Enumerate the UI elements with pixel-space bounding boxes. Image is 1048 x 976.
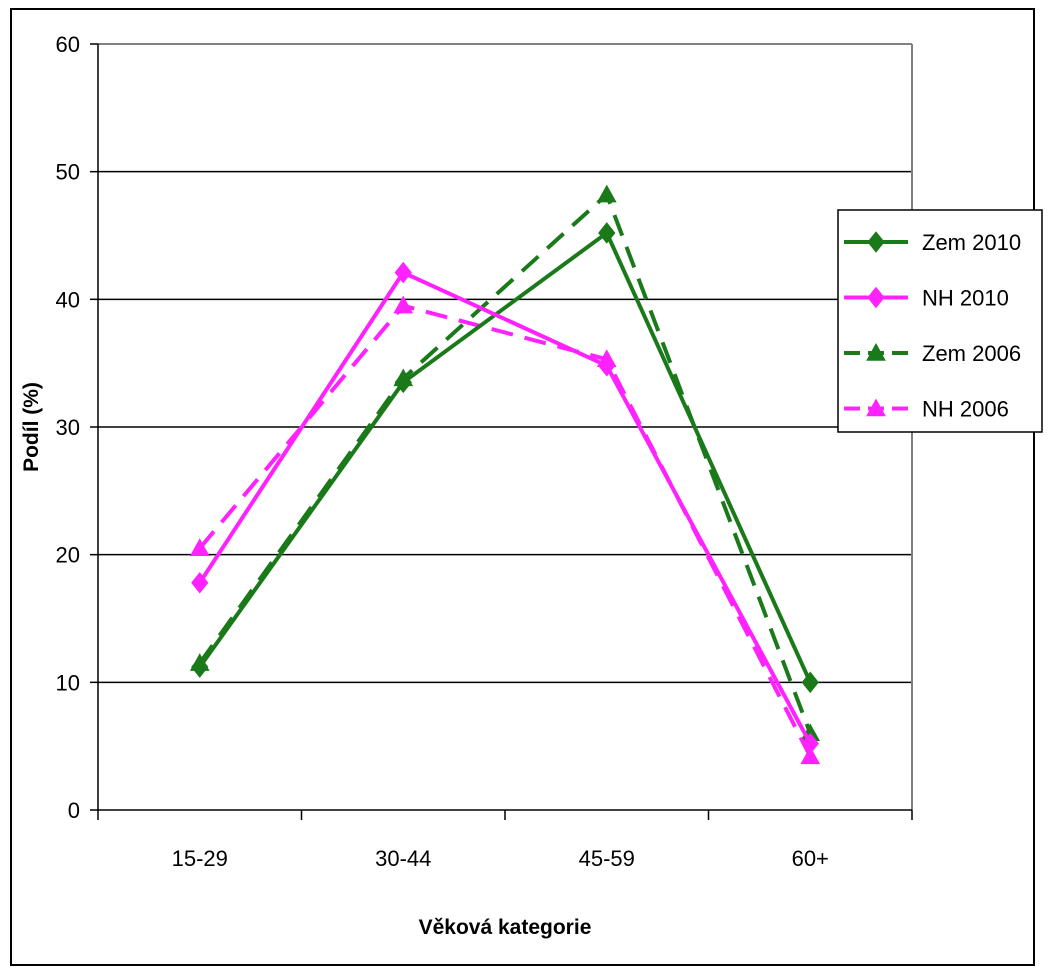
y-tick-label: 60 [56,32,80,57]
legend-marker [867,286,885,309]
data-point [191,656,209,678]
series-zem-2010 [191,222,819,694]
legend: Zem 2010 NH 2010 Zem 2006 NH 2006 [837,209,1043,433]
y-tick-label: 20 [56,543,80,568]
legend-marker [867,231,885,253]
legend-item: NH 2010 [844,286,1009,311]
data-point [394,261,412,284]
x-axis-title: Věková kategorie [419,916,592,939]
data-point [800,746,821,765]
legend-marker [866,398,886,417]
y-tick-label: 40 [56,287,80,312]
data-point [598,354,616,377]
data-point [393,295,414,314]
series-line [198,270,813,745]
gridlines [98,170,912,684]
legend-label: Zem 2006 [922,341,1021,366]
legend-label: NH 2006 [922,397,1009,422]
legend-item: NH 2006 [844,397,1009,422]
x-tick-label: 30-44 [375,846,431,871]
y-axis-title: Podíl (%) [20,382,43,472]
data-point [598,222,616,244]
series-nh-2006 [189,295,821,765]
y-tick-label: 30 [56,415,80,440]
legend-marker [866,342,886,361]
tick-labels: 0 10 20 30 40 50 60 15-29 30-44 45-59 60+ [56,32,829,871]
series-line [198,192,813,735]
data-point [801,671,819,694]
legend-label: Zem 2010 [922,230,1021,255]
data-point [191,571,209,594]
data-point [394,371,412,394]
series-line [198,303,813,758]
data-point [189,538,210,556]
chart-frame [10,8,1035,966]
y-tick-label: 0 [68,798,80,823]
x-tick-label: 15-29 [172,846,228,871]
y-tick-label: 50 [56,160,80,185]
series-zem-2006 [189,184,821,742]
series-lines [189,184,821,765]
data-point [596,184,617,203]
data-point [801,732,819,755]
legend-item: Zem 2010 [844,230,1021,255]
x-tick-label: 60+ [792,846,829,871]
legend-label: NH 2010 [922,286,1009,311]
x-tick-label: 45-59 [579,846,635,871]
legend-item: Zem 2006 [844,341,1021,366]
series-nh-2010 [191,261,819,755]
series-line [198,230,813,684]
y-tick-label: 10 [56,670,80,695]
